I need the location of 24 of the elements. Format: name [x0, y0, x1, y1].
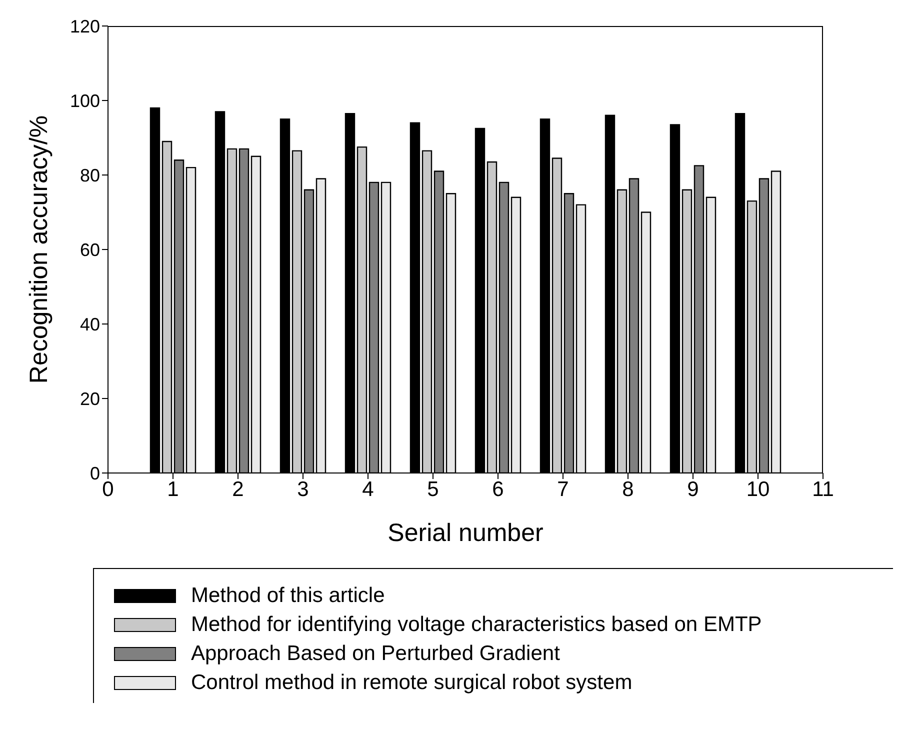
x-tick-label: 8 [622, 478, 634, 501]
y-tick-label: 20 [80, 388, 100, 409]
y-tick-label: 60 [80, 240, 100, 260]
x-tick-label: 10 [746, 478, 770, 501]
y-axis-title: Recognition accuracy/% [24, 115, 53, 384]
x-tick-label: 5 [427, 478, 439, 501]
legend-label: Approach Based on Perturbed Gradient [191, 642, 560, 666]
x-tick-label: 2 [232, 478, 244, 501]
x-tick-label: 7 [557, 478, 569, 501]
x-tick-label: 1 [167, 478, 179, 501]
y-tick-label: 120 [70, 16, 100, 36]
y-tick-label: 40 [80, 314, 100, 334]
x-tick-label: 6 [492, 478, 504, 501]
x-tick-label: 9 [687, 478, 699, 501]
y-tick-label: 0 [90, 463, 100, 484]
legend-label: Method for identifying voltage characteristics based on EMTP [191, 612, 762, 636]
x-tick-label: 3 [297, 478, 309, 501]
x-tick-label: 4 [362, 478, 374, 501]
x-axis-title: Serial number [388, 519, 544, 547]
legend-label: Method of this article [191, 584, 385, 608]
legend-label: Control method in remote surgical robot system [191, 670, 632, 694]
x-tick-label: 11 [812, 478, 834, 501]
y-tick-label: 80 [80, 165, 100, 186]
y-tick-label: 100 [70, 90, 100, 111]
